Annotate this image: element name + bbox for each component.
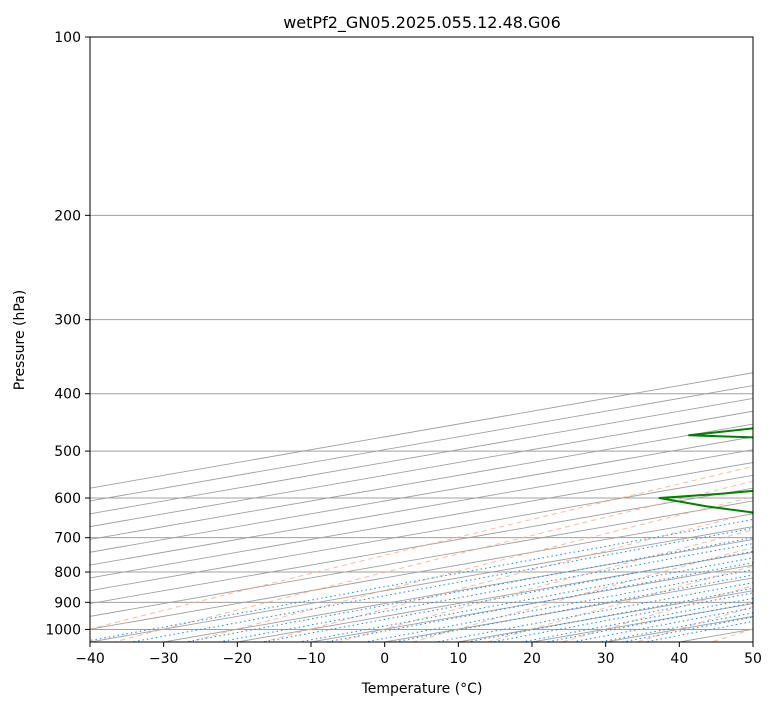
x-tick-label: −40 (75, 651, 105, 667)
moist-adiabat (0, 37, 6, 642)
dry-adiabat (711, 628, 753, 642)
isotherm-line (90, 385, 753, 502)
mixing-ratio-line (218, 543, 753, 642)
y-tick-label: 800 (54, 565, 81, 581)
x-tick-label: −20 (223, 651, 253, 667)
isotherm-line (90, 449, 753, 566)
y-tick-label: 900 (54, 595, 81, 611)
isotherm-line (752, 641, 753, 642)
isotherm-line (458, 590, 753, 642)
mixing-ratio-line (90, 518, 753, 641)
moist-adiabat (0, 37, 3, 642)
isotherm-line (90, 526, 753, 642)
isotherm-line (90, 372, 753, 489)
axis-layer: −40 −30 −20 −10 0 10 20 30 40 50 100 200 300 400 500 60… (45, 30, 762, 667)
x-tick-label: 50 (744, 651, 762, 667)
y-tick-label: 200 (54, 208, 81, 224)
dry-adiabat (338, 529, 753, 642)
x-tick-label: −30 (149, 651, 179, 667)
chart-title: wetPf2_GN05.2025.055.12.48.G06 (283, 13, 561, 33)
isotherm-line (90, 500, 753, 617)
dry-adiabat (90, 465, 753, 630)
y-tick-label: 500 (54, 444, 81, 460)
y-tick-label: 100 (54, 30, 81, 46)
isotherm-line (163, 538, 753, 642)
y-tick-label: 1000 (45, 622, 81, 638)
isotherm-line (90, 436, 753, 553)
dry-adiabat (412, 546, 753, 642)
moist-adiabat (0, 37, 10, 642)
x-tick-label: 10 (449, 651, 467, 667)
isotherm-line (90, 462, 753, 579)
x-tick-label: 0 (380, 651, 389, 667)
x-tick-label: 30 (597, 651, 615, 667)
series-layer (658, 427, 753, 514)
grid-layer (0, 37, 753, 642)
isotherm-line (90, 513, 753, 630)
mixing-ratio-line (262, 550, 753, 642)
mixing-ratio-line (522, 597, 753, 642)
dry-adiabat (113, 480, 753, 642)
mixing-ratio-line (185, 537, 753, 642)
x-axis-title: Temperature (°C) (361, 681, 483, 697)
x-tick-label: −10 (296, 651, 326, 667)
isotherm-line (679, 628, 753, 642)
dry-adiabat (562, 585, 753, 642)
dry-adiabat (636, 606, 753, 642)
isotherm-line (531, 603, 753, 642)
mixing-ratio-line (326, 562, 753, 642)
dry-adiabat (487, 565, 753, 642)
y-axis-title: Pressure (hPa) (12, 290, 28, 390)
isotherm-line (310, 564, 753, 642)
mixing-ratio-line (131, 527, 753, 642)
x-tick-label: 20 (523, 651, 541, 667)
mixing-ratio-line (394, 574, 753, 642)
plot-frame (89, 36, 754, 643)
y-tick-label: 700 (54, 531, 81, 547)
dewpoint-profile-line (658, 427, 753, 514)
isotherm-line (90, 423, 753, 540)
isotherm-line (90, 487, 753, 604)
isotherm-line (90, 397, 753, 515)
y-tick-label: 400 (54, 387, 81, 403)
y-tick-label: 600 (54, 491, 81, 507)
isotherm-line (90, 410, 753, 528)
dry-adiabat (263, 512, 753, 642)
isotherm-line (90, 474, 753, 592)
isotherm-line (605, 615, 753, 642)
mixing-ratio-line (572, 607, 753, 642)
x-tick-label: 40 (670, 651, 688, 667)
mixing-ratio-line (492, 592, 753, 642)
y-tick-label: 300 (54, 313, 81, 329)
dry-adiabat (188, 496, 753, 642)
isotherm-line (384, 577, 753, 642)
